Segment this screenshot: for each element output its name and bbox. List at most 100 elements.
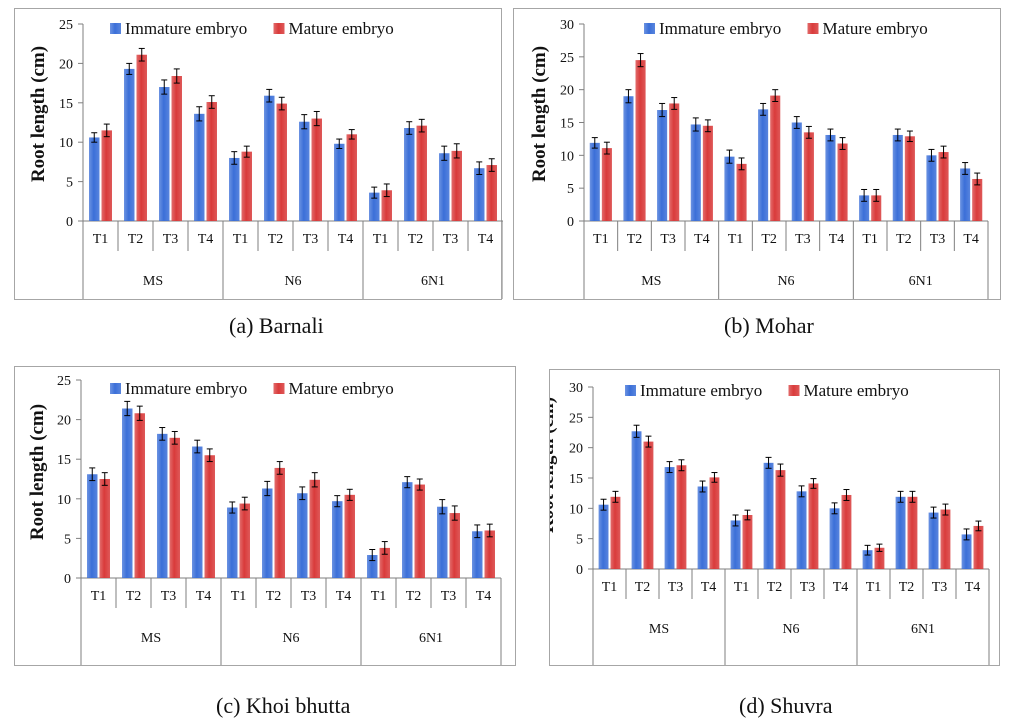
bar-immature xyxy=(159,87,170,221)
x-tick-label: T3 xyxy=(932,580,948,595)
bar-immature xyxy=(227,507,238,578)
x-tick-label: T4 xyxy=(833,580,849,595)
bar-immature xyxy=(960,168,971,221)
bar-mature xyxy=(241,151,252,221)
legend-swatch-mature xyxy=(807,23,819,34)
bar-immature xyxy=(87,474,98,578)
chart-caption-barnali: (a) Barnali xyxy=(229,313,324,338)
bar-mature xyxy=(940,509,951,569)
y-axis-title: Root length (cm) xyxy=(550,397,558,533)
x-group-label: N6 xyxy=(777,274,794,289)
bar-immature xyxy=(598,504,609,569)
x-tick-label: T2 xyxy=(408,232,424,247)
y-axis-title: Root length (cm) xyxy=(27,404,48,540)
x-tick-label: T1 xyxy=(91,589,107,604)
y-tick-label: 20 xyxy=(59,57,73,72)
bar-mature xyxy=(486,165,497,221)
x-tick-label: T1 xyxy=(231,589,247,604)
bar-immature xyxy=(791,122,802,221)
bar-mature xyxy=(904,136,915,221)
bar-immature xyxy=(297,493,308,578)
bar-immature xyxy=(332,501,343,578)
chart-panel-mohar: 0 5 10 15 20 25 30 Root length (cm) T1 T2 T3 T4 T1 T2… xyxy=(513,8,1001,300)
x-tick-label: T4 xyxy=(694,232,710,247)
bar-mature xyxy=(841,494,852,569)
y-tick-label: 10 xyxy=(57,493,71,508)
x-group-label: N6 xyxy=(782,622,799,637)
bar-mature xyxy=(134,413,145,578)
bar-mature xyxy=(206,102,217,221)
bar-immature xyxy=(402,482,413,578)
bar-mature xyxy=(874,547,885,569)
legend-swatch-immature xyxy=(110,23,121,34)
y-tick-label: 10 xyxy=(560,149,574,164)
bar-immature xyxy=(437,506,448,578)
bar-mature xyxy=(136,54,147,222)
bar-immature xyxy=(657,110,668,221)
x-tick-label: T2 xyxy=(406,589,422,604)
bar-mature xyxy=(837,143,848,221)
x-tick-label: T1 xyxy=(728,232,744,247)
bar-mature xyxy=(451,150,462,221)
bar-immature xyxy=(589,142,600,221)
bar-immature xyxy=(472,531,483,578)
bar-mature xyxy=(274,467,285,578)
bar-immature xyxy=(264,95,275,221)
legend-label-immature: Immature embryo xyxy=(640,381,762,400)
x-tick-label: T1 xyxy=(93,232,109,247)
x-tick-label: T4 xyxy=(829,232,845,247)
x-tick-label: T3 xyxy=(303,232,319,247)
bar-immature xyxy=(961,534,972,569)
x-tick-label: T2 xyxy=(767,580,783,595)
chart-caption-shuvra: (d) Shuvra xyxy=(739,693,833,718)
bar-mature xyxy=(972,178,983,221)
x-tick-label: T2 xyxy=(627,232,643,247)
y-tick-label: 15 xyxy=(59,97,73,112)
bar-mature xyxy=(311,118,322,221)
y-tick-label: 25 xyxy=(569,411,583,426)
legend-label-mature: Mature embryo xyxy=(289,379,394,398)
x-tick-label: T1 xyxy=(866,580,882,595)
chart-caption-mohar: (b) Mohar xyxy=(724,313,814,338)
y-axis-title: Root length (cm) xyxy=(529,46,550,182)
bar-mature xyxy=(414,484,425,578)
legend-label-immature: Immature embryo xyxy=(125,379,247,398)
y-tick-label: 15 xyxy=(560,117,574,132)
bar-mature xyxy=(171,76,182,222)
x-tick-label: T3 xyxy=(800,580,816,595)
bar-mature xyxy=(775,470,786,569)
x-tick-label: T4 xyxy=(965,580,981,595)
x-group-label: N6 xyxy=(284,274,301,289)
bar-mature xyxy=(669,103,680,221)
bar-immature xyxy=(763,462,774,569)
y-tick-label: 0 xyxy=(576,563,583,578)
bar-immature xyxy=(690,124,701,221)
bar-immature xyxy=(829,508,840,569)
x-tick-label: T2 xyxy=(266,589,282,604)
x-tick-label: T4 xyxy=(963,232,979,247)
bar-mature xyxy=(99,479,110,578)
y-tick-label: 20 xyxy=(569,442,583,457)
x-tick-label: T3 xyxy=(163,232,179,247)
x-tick-label: T2 xyxy=(128,232,144,247)
bar-immature xyxy=(194,113,205,221)
y-tick-label: 25 xyxy=(57,374,71,389)
x-tick-label: T3 xyxy=(668,580,684,595)
bar-mature xyxy=(379,547,390,578)
x-tick-label: T4 xyxy=(196,589,212,604)
y-tick-label: 20 xyxy=(57,414,71,429)
x-tick-label: T1 xyxy=(373,232,389,247)
bar-immature xyxy=(758,109,769,221)
bar-mature xyxy=(643,441,654,569)
bar-immature xyxy=(895,496,906,569)
bar-immature xyxy=(631,431,642,569)
x-tick-label: T1 xyxy=(371,589,387,604)
bar-immature xyxy=(299,121,310,221)
bar-mature xyxy=(101,130,112,221)
bar-mature xyxy=(973,525,984,569)
bar-mature xyxy=(449,513,460,578)
x-group-label: 6N1 xyxy=(419,631,443,646)
x-tick-label: T1 xyxy=(233,232,249,247)
legend-swatch-mature xyxy=(788,385,800,396)
y-tick-label: 30 xyxy=(569,381,583,396)
